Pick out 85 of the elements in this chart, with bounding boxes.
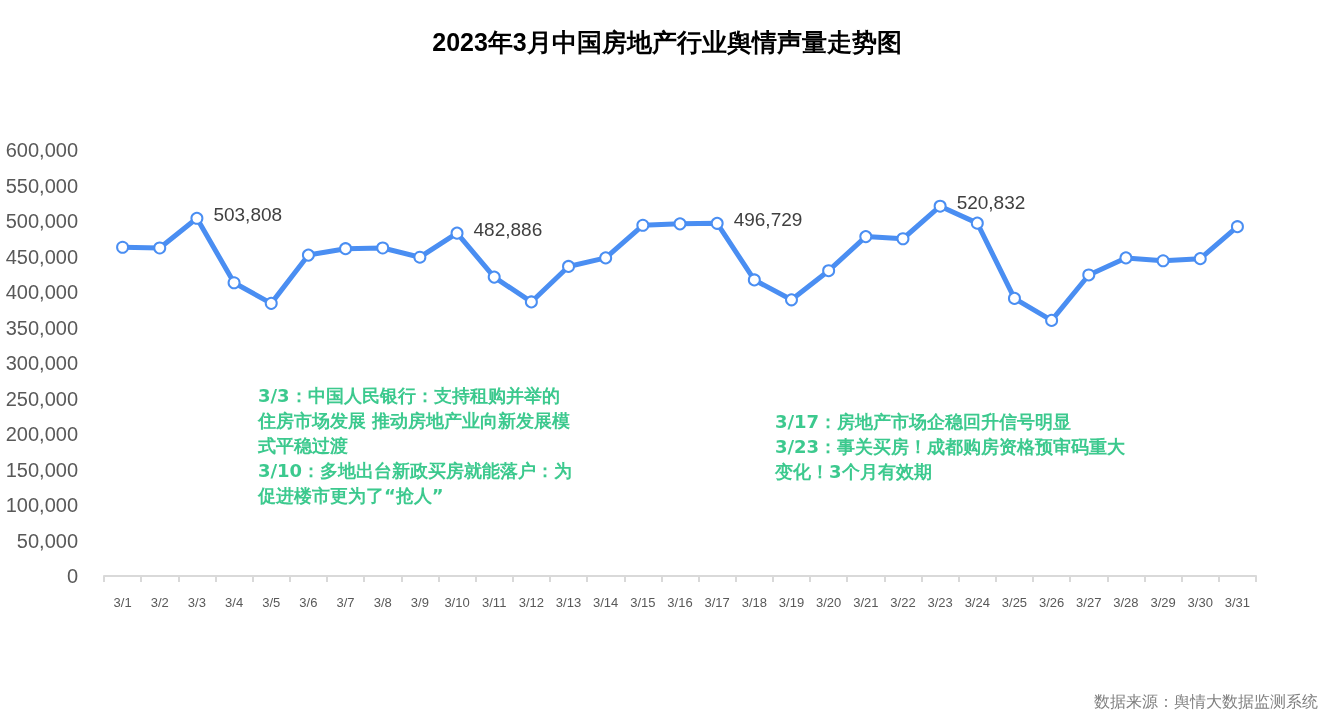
point — [1193, 252, 1207, 266]
point — [1119, 251, 1133, 265]
point — [1082, 268, 1096, 282]
point — [822, 264, 836, 278]
point — [896, 232, 910, 246]
x-tick-label: 3/21 — [853, 595, 879, 610]
x-tick-label: 3/26 — [1038, 595, 1065, 610]
data-label: 482,886 — [473, 218, 543, 240]
x-tick-label: 3/2 — [150, 595, 169, 610]
x-tick-label: 3/19 — [778, 595, 805, 610]
x-tick-label: 3/9 — [410, 595, 429, 610]
point — [116, 240, 130, 254]
data-label: 496,729 — [733, 208, 803, 230]
chart-title: 2023年3月中国房地产行业舆情声量走势图 — [432, 27, 902, 56]
y-tick-label: 200,000 — [5, 423, 78, 445]
x-tick-label: 3/27 — [1076, 595, 1102, 610]
x-tick-label: 3/20 — [815, 595, 842, 610]
point — [785, 293, 798, 307]
x-tick-label: 3/11 — [482, 595, 507, 610]
point — [1045, 313, 1059, 327]
y-tick-label: 450,000 — [5, 245, 78, 268]
x-tick-label: 3/30 — [1187, 595, 1213, 610]
point — [227, 276, 241, 290]
point — [933, 199, 947, 213]
y-tick-label: 400,000 — [5, 281, 78, 303]
x-tick-label: 3/15 — [630, 595, 656, 610]
x-tick-label: 3/24 — [964, 595, 990, 610]
point — [376, 241, 390, 255]
point — [710, 216, 724, 230]
point — [524, 295, 538, 309]
x-tick-label: 3/7 — [336, 595, 355, 610]
point — [1156, 254, 1170, 268]
y-tick-label: 100,000 — [5, 494, 78, 516]
x-tick-label: 3/16 — [667, 595, 693, 610]
x-tick-label: 3/31 — [1224, 595, 1251, 610]
x-tick-label: 3/12 — [518, 595, 545, 610]
x-tick-label: 3/17 — [704, 595, 730, 610]
point — [1230, 220, 1244, 234]
data-label: 520,832 — [956, 191, 1026, 213]
source-note: 数据来源：舆情大数据监测系统 — [1094, 691, 1318, 711]
annotation: 3/3：中国人民银行：支持租购并举的住房市场发展 推动房地产业向新发展模式平稳过渡 — [257, 385, 571, 456]
x-tick-label: 3/29 — [1150, 595, 1176, 610]
point — [636, 218, 650, 232]
y-tick-label: 250,000 — [5, 387, 78, 410]
x-tick-label: 3/3 — [187, 595, 206, 610]
y-tick-label: 50,000 — [16, 529, 78, 552]
x-tick-label: 3/6 — [299, 595, 318, 610]
point — [599, 251, 613, 265]
point — [747, 273, 761, 287]
x-tick-label: 3/5 — [262, 595, 281, 610]
x-tick-label: 3/1 — [113, 595, 132, 610]
x-tick-label: 3/10 — [444, 595, 470, 610]
point — [859, 230, 873, 244]
x-tick-label: 3/28 — [1113, 595, 1139, 610]
y-tick-label: 150,000 — [5, 458, 78, 481]
point — [970, 216, 984, 230]
x-tick-label: 3/23 — [927, 595, 953, 610]
point — [1007, 291, 1021, 305]
y-tick-label: 300,000 — [5, 352, 78, 374]
annotation: 3/17：房地产市场企稳回升信号明显 — [775, 411, 1072, 432]
y-tick-label: 500,000 — [5, 210, 78, 232]
x-tick-label: 3/8 — [373, 595, 392, 610]
point — [413, 250, 427, 264]
point — [487, 270, 501, 284]
x-tick-label: 3/22 — [890, 595, 916, 610]
x-tick-label: 3/14 — [593, 595, 619, 610]
point — [450, 226, 464, 240]
point — [339, 242, 353, 256]
point — [264, 296, 278, 310]
point — [190, 211, 204, 225]
point — [562, 259, 576, 273]
annotation: 3/23：事关买房！成都购房资格预审码重大变化！3个月有效期 — [774, 436, 1127, 482]
y-tick-label: 350,000 — [5, 316, 78, 339]
point — [153, 241, 167, 255]
x-tick-label: 3/25 — [1001, 595, 1028, 610]
y-tick-label: 550,000 — [5, 174, 78, 197]
x-tick-label: 3/4 — [225, 595, 244, 610]
x-tick-label: 3/18 — [741, 595, 767, 610]
point — [673, 217, 687, 231]
y-tick-label: 0 — [66, 565, 78, 587]
x-tick-label: 3/13 — [555, 595, 582, 610]
point — [301, 248, 315, 262]
data-label: 503,808 — [213, 203, 283, 225]
y-tick-label: 600,000 — [5, 139, 78, 161]
annotation: 3/10：多地出台新政买房就能落户：为促进楼市更为了“抢人” — [257, 460, 573, 506]
